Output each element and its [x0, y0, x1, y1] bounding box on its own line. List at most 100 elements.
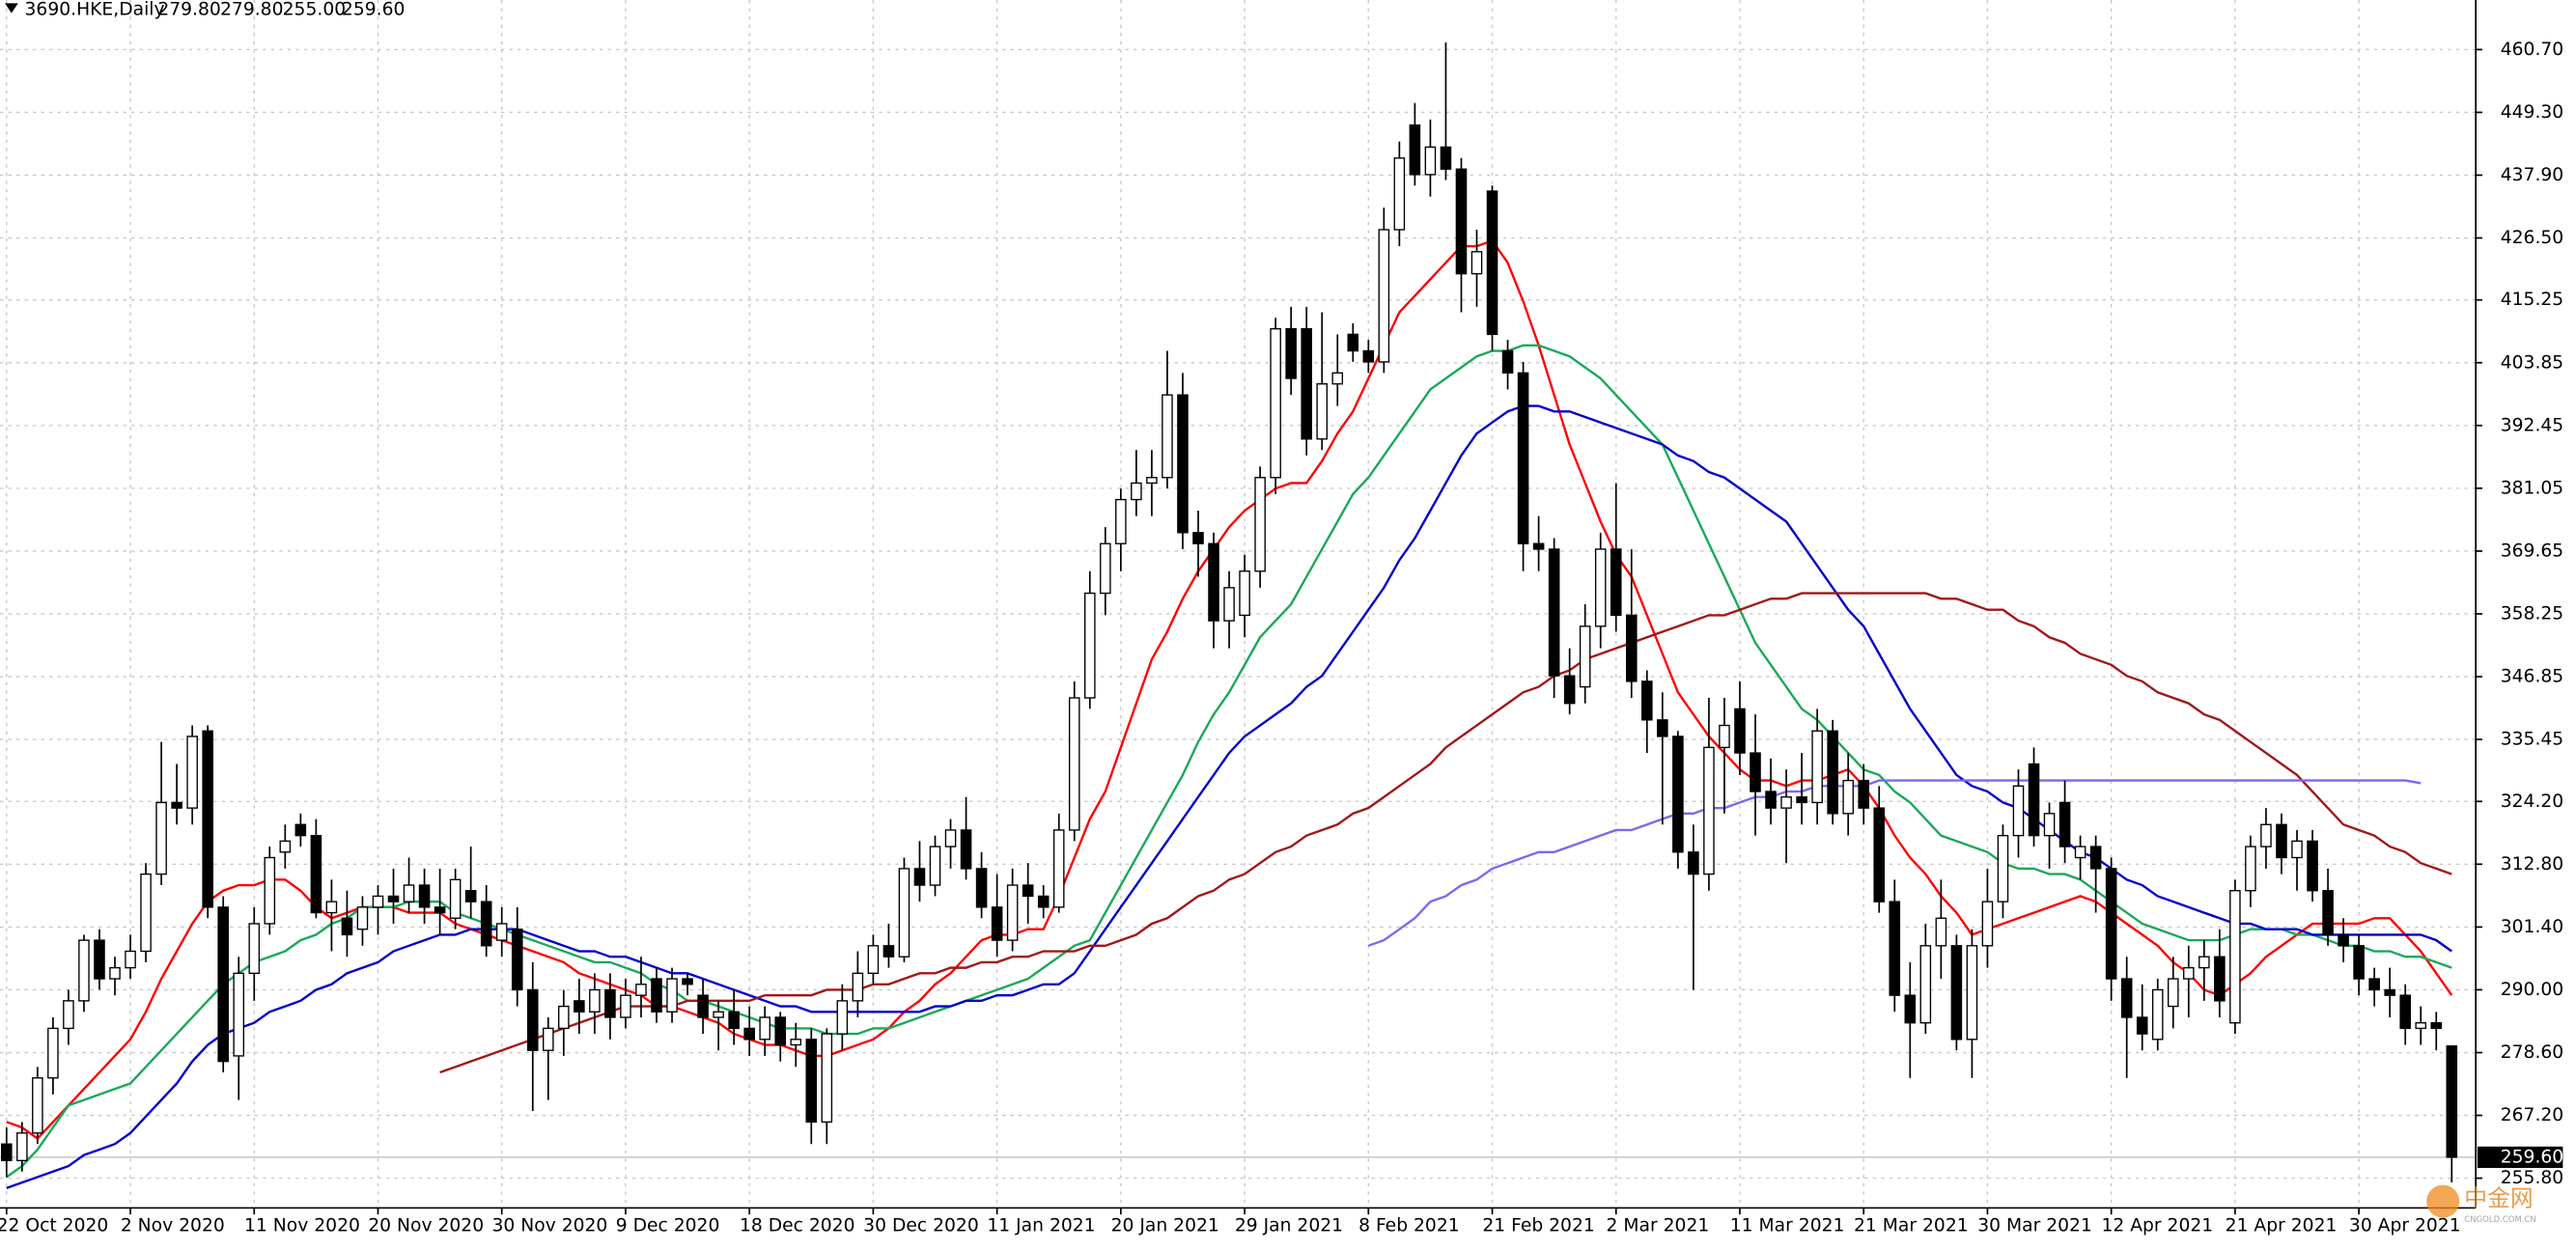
- candle-body: [248, 923, 261, 975]
- candle-body: [1703, 746, 1715, 875]
- candle-body: [2105, 868, 2117, 980]
- candle-body: [944, 829, 957, 847]
- candle-body: [511, 929, 523, 991]
- menu-arrow[interactable]: [5, 3, 18, 14]
- candle-body: [109, 966, 121, 980]
- candle-body: [1842, 779, 1854, 815]
- candle-body: [882, 945, 895, 958]
- info-close: 259.60: [342, 0, 405, 20]
- candle-body: [2430, 1022, 2443, 1030]
- candle-body: [666, 978, 678, 1013]
- y-tick-label: 460.70: [2501, 40, 2563, 60]
- candle-body: [1610, 548, 1622, 617]
- candle-body: [1579, 625, 1591, 688]
- candle-body: [480, 901, 492, 947]
- candle-body: [2276, 823, 2287, 859]
- candle-body: [1285, 327, 1297, 379]
- price-label: 259.60: [2501, 1147, 2563, 1167]
- y-tick-label: 358.25: [2501, 603, 2563, 624]
- candle-body: [682, 978, 693, 985]
- candle-body: [1470, 251, 1483, 275]
- y-tick-label: 415.25: [2501, 290, 2563, 310]
- y-tick-label: 381.05: [2501, 478, 2563, 498]
- x-tick-label: 30 Apr 2021: [2349, 1216, 2461, 1236]
- y-tick-label: 449.30: [2501, 102, 2563, 123]
- candle-body: [1440, 146, 1452, 170]
- y-tick-label: 426.50: [2501, 228, 2563, 248]
- candle-body: [2012, 785, 2025, 837]
- y-tick-label: 255.80: [2501, 1168, 2563, 1188]
- candle-body: [1100, 542, 1111, 595]
- candle-body: [2446, 1044, 2458, 1158]
- candle-body: [1084, 592, 1096, 699]
- candle-body: [1904, 994, 1917, 1024]
- candle-body: [1750, 752, 1761, 792]
- candle-body: [2058, 801, 2071, 847]
- candle-body: [1362, 349, 1375, 363]
- candle-body: [2415, 1022, 2427, 1030]
- x-tick-label: 29 Jan 2021: [1235, 1216, 1343, 1236]
- candle-body: [403, 884, 415, 902]
- candle-body: [1177, 394, 1189, 534]
- candle-body: [2043, 813, 2056, 837]
- candle-body: [975, 868, 988, 908]
- candle-body: [697, 994, 709, 1018]
- candle-body: [2028, 763, 2040, 837]
- ma-line: [6, 238, 2453, 1141]
- x-tick-label: 30 Nov 2020: [492, 1216, 608, 1236]
- info-high: 279.80: [220, 0, 283, 20]
- candle-body: [310, 834, 322, 914]
- candle-body: [558, 1005, 570, 1030]
- candle-body: [1208, 542, 1219, 622]
- candle-body: [1486, 190, 1498, 336]
- candle-body: [929, 846, 941, 886]
- candle-body: [1131, 482, 1142, 501]
- chart-title: 3690.HKE,Daily: [25, 0, 165, 20]
- y-tick-label: 403.85: [2501, 352, 2563, 373]
- y-tick-label: 437.90: [2501, 165, 2563, 185]
- candle-body: [1006, 884, 1019, 941]
- candle-body: [991, 906, 1003, 941]
- candle-body: [2074, 846, 2086, 859]
- candle-body: [1657, 719, 1668, 737]
- y-tick-label: 267.20: [2501, 1105, 2563, 1125]
- candle-body: [620, 994, 631, 1018]
- x-tick-label: 9 Dec 2020: [616, 1216, 720, 1236]
- candle-body: [1997, 834, 2009, 902]
- candle-body: [1765, 791, 1777, 809]
- candle-body: [1301, 327, 1312, 440]
- candle-body: [1052, 829, 1065, 908]
- grid: [0, 0, 2477, 1208]
- candle-body: [1563, 675, 1576, 705]
- candle-body: [325, 901, 338, 914]
- candle-body: [790, 1039, 802, 1046]
- candle-body: [1811, 730, 1823, 804]
- candle-body: [2198, 956, 2210, 969]
- candle-body: [1239, 570, 1250, 617]
- candle-body: [94, 939, 105, 980]
- x-tick-label: 30 Mar 2021: [1977, 1216, 2092, 1236]
- candle-body: [867, 945, 880, 975]
- candle-body: [2151, 988, 2164, 1041]
- candle-body: [32, 1077, 43, 1134]
- y-tick-label: 324.20: [2501, 791, 2563, 812]
- candle-body: [1919, 945, 1932, 1024]
- y-tick-label: 312.80: [2501, 854, 2563, 874]
- candle-body: [651, 978, 662, 1013]
- candle-body: [2338, 933, 2349, 947]
- candle-body: [1981, 901, 1994, 947]
- x-tick-label: 2 Nov 2020: [121, 1216, 225, 1236]
- candle-body: [898, 868, 910, 958]
- info-open: 279.80: [157, 0, 220, 20]
- candle-body: [495, 923, 508, 941]
- candle-body: [743, 1027, 755, 1041]
- candle-body: [1889, 901, 1901, 996]
- info-low: 255.00: [283, 0, 346, 20]
- candle-body: [155, 801, 167, 875]
- candle-body: [1424, 146, 1437, 176]
- candle-body: [2307, 840, 2318, 892]
- candle-body: [728, 1011, 740, 1030]
- candle-body: [217, 906, 229, 1063]
- candle-body: [1, 1143, 13, 1162]
- x-tick-label: 20 Jan 2021: [1111, 1216, 1219, 1236]
